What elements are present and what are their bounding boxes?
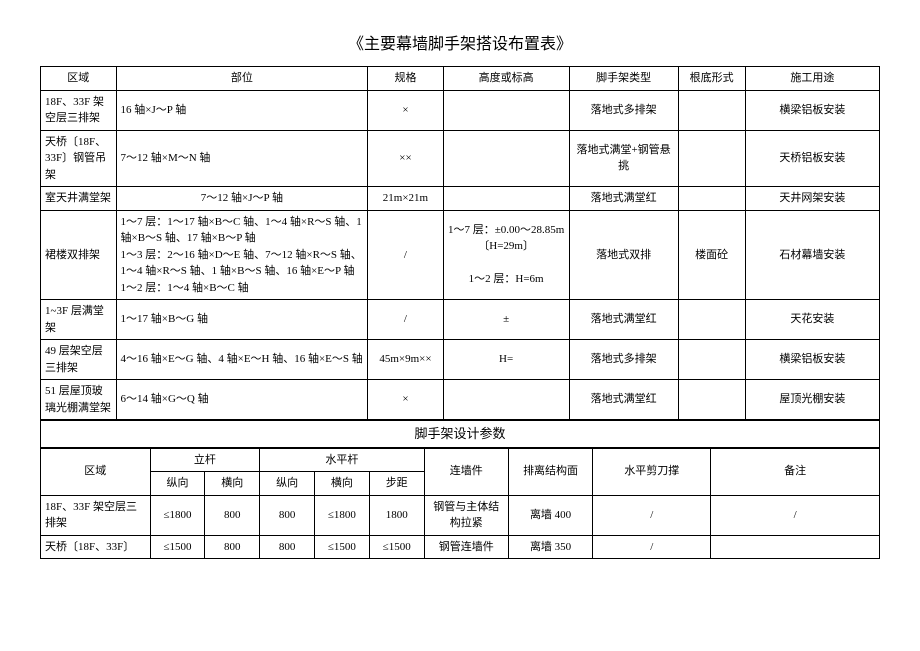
col-header: 水平杆 (260, 448, 424, 472)
cell: / (368, 210, 444, 300)
cell: × (368, 90, 444, 130)
cell: 横梁铝板安装 (745, 340, 879, 380)
cell: 落地式满堂红 (569, 187, 678, 211)
cell: 横梁铝板安装 (745, 90, 879, 130)
cell (711, 535, 880, 559)
cell: 钢管与主体结构拉紧 (424, 495, 508, 535)
cell: 落地式双排 (569, 210, 678, 300)
cell: 落地式多排架 (569, 90, 678, 130)
col-header: 备注 (711, 448, 880, 495)
col-header: 区域 (41, 67, 117, 91)
col-header: 排离结构面 (508, 448, 592, 495)
cell (678, 187, 745, 211)
col-header: 横向 (205, 472, 260, 496)
cell: H= (443, 340, 569, 380)
cell: 800 (260, 535, 315, 559)
cell: 离墙 350 (508, 535, 592, 559)
cell: 天桥〔18F、33F〕 (41, 535, 151, 559)
cell (678, 380, 745, 420)
cell: 天桥〔18F、33F〕钢管吊架 (41, 130, 117, 187)
cell: 天井网架安装 (745, 187, 879, 211)
cell: 落地式满堂红 (569, 300, 678, 340)
cell: 落地式满堂红 (569, 380, 678, 420)
cell: / (593, 535, 711, 559)
cell: 落地式多排架 (569, 340, 678, 380)
cell (678, 340, 745, 380)
cell: 室天井满堂架 (41, 187, 117, 211)
cell: 51 层屋顶玻璃光棚满堂架 (41, 380, 117, 420)
table-2: 区域立杆水平杆连墙件排离结构面水平剪刀撑备注纵向横向纵向横向步距18F、33F … (40, 448, 880, 560)
cell: / (711, 495, 880, 535)
cell: 落地式满堂+钢管悬挑 (569, 130, 678, 187)
cell: 石材幕墙安装 (745, 210, 879, 300)
cell: 18F、33F 架空层三排架 (41, 90, 117, 130)
cell: ≤1500 (315, 535, 370, 559)
cell: 楼面砼 (678, 210, 745, 300)
col-header: 部位 (116, 67, 368, 91)
cell: × (368, 380, 444, 420)
cell: 18F、33F 架空层三排架 (41, 495, 151, 535)
cell: 49 层架空层三排架 (41, 340, 117, 380)
col-header: 水平剪刀撑 (593, 448, 711, 495)
cell: ± (443, 300, 569, 340)
cell: 1~3F 层满堂架 (41, 300, 117, 340)
cell: 7～12 轴×J～P 轴 (116, 187, 368, 211)
col-header: 连墙件 (424, 448, 508, 495)
cell: 离墙 400 (508, 495, 592, 535)
cell: 钢管连墙件 (424, 535, 508, 559)
col-header: 脚手架类型 (569, 67, 678, 91)
cell: ≤1800 (315, 495, 370, 535)
cell: ≤1500 (150, 535, 205, 559)
cell: 7～12 轴×M～N 轴 (116, 130, 368, 187)
table-1: 区域部位规格高度或标高脚手架类型根底形式施工用途 18F、33F 架空层三排架16… (40, 66, 880, 420)
cell: 800 (205, 535, 260, 559)
col-header: 步距 (369, 472, 424, 496)
cell: 屋顶光棚安装 (745, 380, 879, 420)
cell (443, 130, 569, 187)
cell: / (368, 300, 444, 340)
cell: ≤1500 (369, 535, 424, 559)
cell: 21m×21m (368, 187, 444, 211)
col-header: 高度或标高 (443, 67, 569, 91)
cell: ≤1800 (150, 495, 205, 535)
cell: 16 轴×J～P 轴 (116, 90, 368, 130)
cell: 6～14 轴×G～Q 轴 (116, 380, 368, 420)
col-header: 立杆 (150, 448, 260, 472)
cell: 1～7 层：1～17 轴×B～C 轴、1～4 轴×R～S 轴、1 轴×B～S 轴… (116, 210, 368, 300)
col-header: 根底形式 (678, 67, 745, 91)
col-header: 纵向 (260, 472, 315, 496)
cell (443, 380, 569, 420)
col-header: 纵向 (150, 472, 205, 496)
cell: 1～7 层：±0.00～28.85m〔H=29m〕 1～2 层：H=6m (443, 210, 569, 300)
cell (443, 90, 569, 130)
col-header: 规格 (368, 67, 444, 91)
cell (678, 90, 745, 130)
cell: / (593, 495, 711, 535)
col-header: 横向 (315, 472, 370, 496)
cell (443, 187, 569, 211)
cell: 裙楼双排架 (41, 210, 117, 300)
cell (678, 300, 745, 340)
cell: 800 (260, 495, 315, 535)
col-header: 施工用途 (745, 67, 879, 91)
subtitle-table: 脚手架设计参数 (40, 420, 880, 448)
subtitle: 脚手架设计参数 (41, 421, 880, 448)
cell: 1800 (369, 495, 424, 535)
cell: 1～17 轴×B～G 轴 (116, 300, 368, 340)
cell: ×× (368, 130, 444, 187)
col-header: 区域 (41, 448, 151, 495)
page-title: 《主要幕墙脚手架搭设布置表》 (40, 30, 880, 54)
cell: 天桥铝板安装 (745, 130, 879, 187)
cell: 天花安装 (745, 300, 879, 340)
cell: 800 (205, 495, 260, 535)
cell: 45m×9m×× (368, 340, 444, 380)
cell (678, 130, 745, 187)
cell: 4～16 轴×E～G 轴、4 轴×E～H 轴、16 轴×E～S 轴 (116, 340, 368, 380)
